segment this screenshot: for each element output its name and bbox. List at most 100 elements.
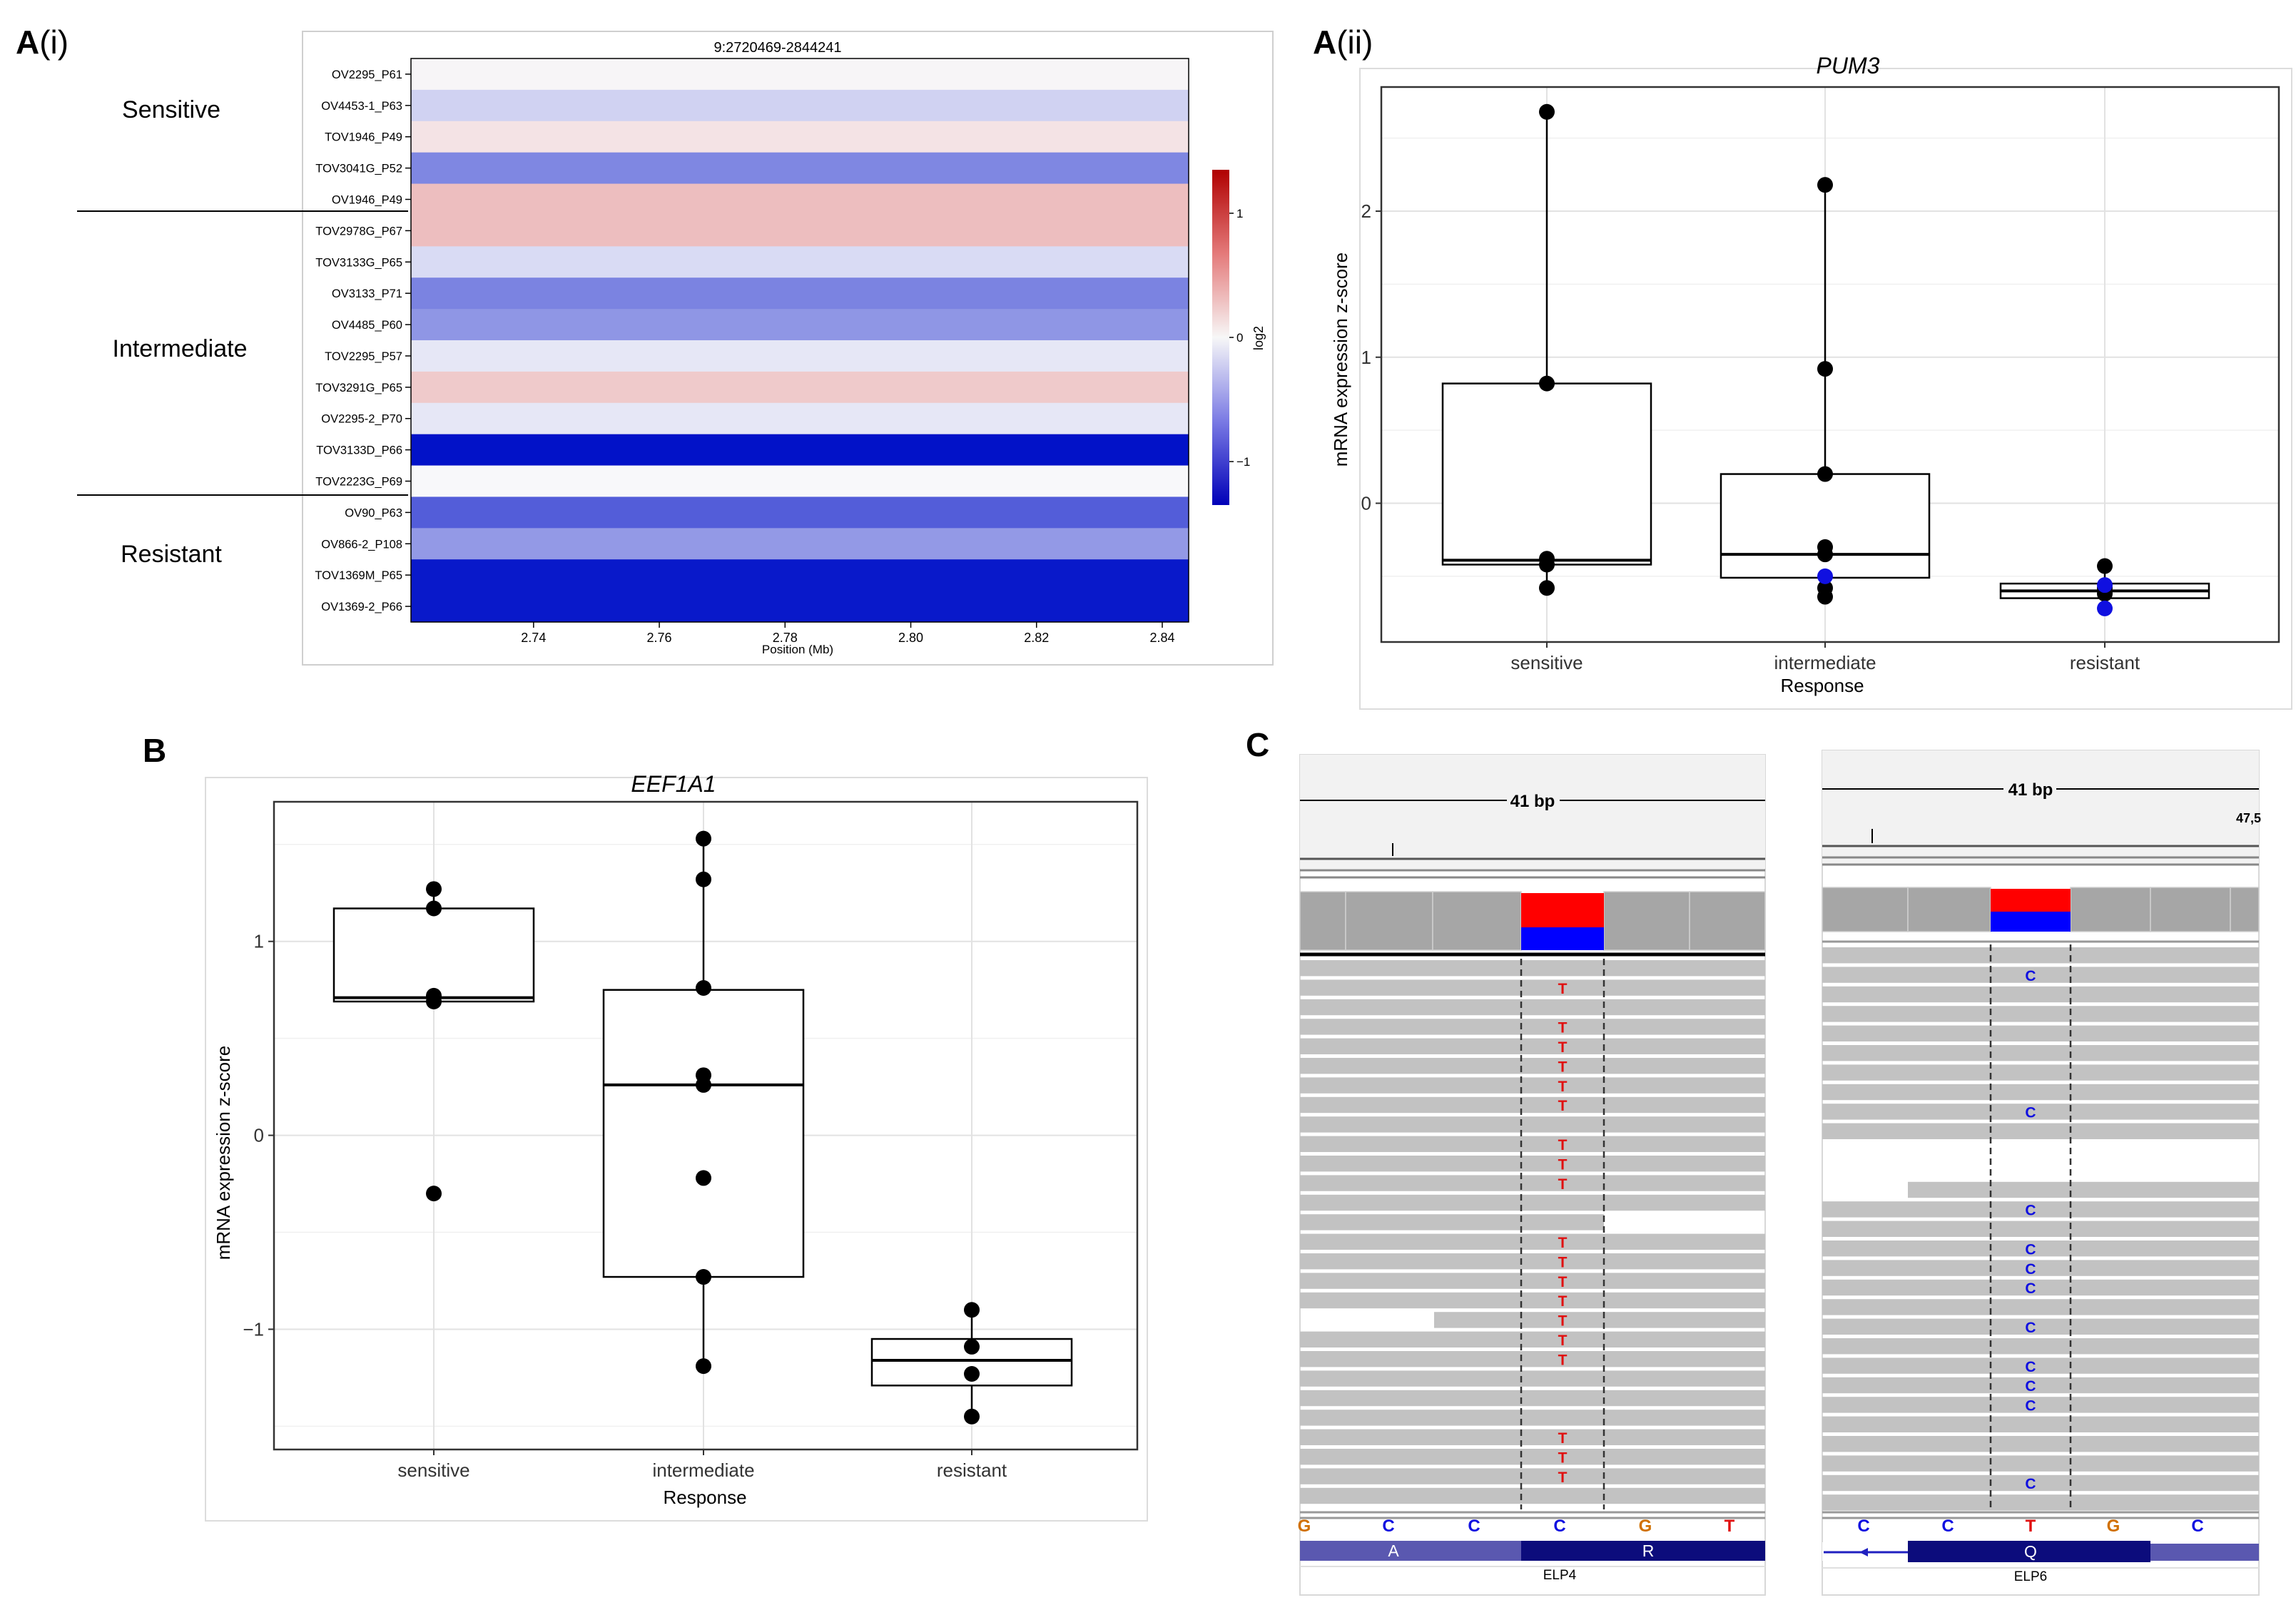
data-point <box>1817 361 1833 377</box>
read <box>1300 1019 1765 1035</box>
mismatch-base: C <box>2025 1378 2036 1395</box>
read <box>1908 1181 2259 1198</box>
x-tick-label: sensitive <box>1510 652 1583 673</box>
mismatch-base: C <box>2025 1476 2036 1492</box>
read <box>1822 1064 2259 1081</box>
x-tick-label: 2.76 <box>647 631 672 645</box>
read <box>1300 1194 1765 1211</box>
panel-a-ii-label: A(ii) <box>1313 24 1373 61</box>
x-tick-label: 2.80 <box>898 631 923 645</box>
heatmap-row-label: TOV2223G_P69 <box>315 476 402 489</box>
reference-base: C <box>1468 1517 1480 1536</box>
group-label-resistant: Resistant <box>121 541 222 568</box>
data-point <box>696 830 711 847</box>
igv-right-header <box>1822 750 2259 865</box>
heatmap-row-label: TOV3133D_P66 <box>316 444 402 457</box>
heatmap-title: 9:2720469-2844241 <box>713 40 841 56</box>
data-point <box>964 1408 980 1425</box>
read <box>1300 1136 1765 1152</box>
mismatch-base: C <box>2025 1398 2036 1415</box>
coverage-bar <box>2150 887 2231 932</box>
data-point <box>964 1302 980 1318</box>
read <box>1300 1273 1765 1289</box>
aa-block <box>1908 1541 2150 1562</box>
pum3-x-axis-label: Response <box>1780 675 1864 696</box>
mismatch-base: C <box>2025 1261 2036 1278</box>
heatmap-row-label: TOV2295_P57 <box>325 350 402 363</box>
y-tick-label: 0 <box>254 1125 264 1146</box>
coverage-alt-bar <box>1521 893 1604 927</box>
mismatch-base: T <box>1558 1293 1568 1310</box>
read <box>1822 1436 2259 1452</box>
reference-base: C <box>1553 1517 1565 1536</box>
mismatch-base: T <box>1558 1176 1568 1193</box>
igv-left-ruler-label: 41 bp <box>1510 792 1555 811</box>
read <box>1822 1025 2259 1041</box>
heatmap-x-axis-label: Position (Mb) <box>762 643 833 656</box>
amino-acid-label: A <box>1388 1542 1399 1560</box>
data-point-highlight <box>2097 577 2113 593</box>
data-point <box>1817 588 1833 605</box>
read <box>1822 1006 2259 1022</box>
reference-base: C <box>1857 1517 1869 1536</box>
read <box>1822 1240 2259 1257</box>
x-tick-label: resistant <box>2070 652 2140 673</box>
reference-base: C <box>1382 1517 1394 1536</box>
reference-base: T <box>2026 1517 2036 1536</box>
data-point <box>1817 177 1833 193</box>
read <box>1300 1233 1765 1250</box>
read <box>1300 1096 1765 1114</box>
panel-a-i-label: A(i) <box>16 24 68 61</box>
heatmap-row-label: OV866-2_P108 <box>321 538 402 551</box>
igv-left-ruler-bg <box>1507 789 1560 812</box>
heatmap-cell <box>411 371 1189 404</box>
heatmap-row-label: TOV3291G_P65 <box>315 382 402 394</box>
mismatch-base: C <box>2025 1320 2036 1336</box>
coverage-bar <box>1907 887 1991 932</box>
read <box>1822 1104 2259 1120</box>
reference-base: G <box>1639 1517 1652 1536</box>
igv-right-coordinate: 47,5 <box>2236 811 2261 825</box>
read <box>1300 999 1765 1016</box>
heatmap-row-label: OV3133_P71 <box>332 287 402 300</box>
pum3-y-axis-label: mRNA expression z-score <box>1330 253 1351 467</box>
read <box>1822 1494 2259 1511</box>
group-label-sensitive: Sensitive <box>122 96 220 123</box>
data-point <box>696 1269 711 1285</box>
mismatch-base: T <box>1558 1079 1568 1095</box>
box <box>1441 382 1652 566</box>
colorbar-label: log2 <box>1251 326 1266 350</box>
read <box>1300 1468 1765 1484</box>
read <box>1300 979 1765 996</box>
reference-base: C <box>2191 1517 2203 1536</box>
data-point-highlight <box>1817 568 1833 584</box>
coverage-bar <box>2230 887 2260 932</box>
data-point <box>696 1076 711 1093</box>
read <box>1300 1116 1765 1133</box>
read <box>1822 1474 2259 1492</box>
read <box>1822 1084 2259 1101</box>
heatmap-row-label: TOV2978G_P67 <box>315 225 402 238</box>
mismatch-base: T <box>1558 1313 1568 1330</box>
read <box>1300 1077 1765 1094</box>
data-point-highlight <box>2097 600 2113 616</box>
heatmap-row-label: TOV3133G_P65 <box>315 256 402 269</box>
read <box>1822 947 2259 964</box>
x-tick-label: intermediate <box>1774 652 1876 673</box>
data-point <box>696 871 711 887</box>
read <box>1822 1318 2259 1335</box>
read <box>1434 1312 1765 1328</box>
pum3-title: PUM3 <box>1817 53 1880 78</box>
read <box>1822 1338 2259 1355</box>
mismatch-base: C <box>2025 1105 2036 1121</box>
gene-label: ELP4 <box>1543 1568 1577 1583</box>
mismatch-base: T <box>1558 1352 1568 1368</box>
plot-frame <box>1380 86 2280 643</box>
heatmap-cell <box>411 215 1189 247</box>
data-point <box>964 1365 980 1382</box>
heatmap-row-label: TOV1369M_P65 <box>315 569 402 582</box>
mismatch-base: C <box>2025 1241 2036 1258</box>
read <box>1822 967 2259 983</box>
aa-block <box>1300 1541 1521 1561</box>
